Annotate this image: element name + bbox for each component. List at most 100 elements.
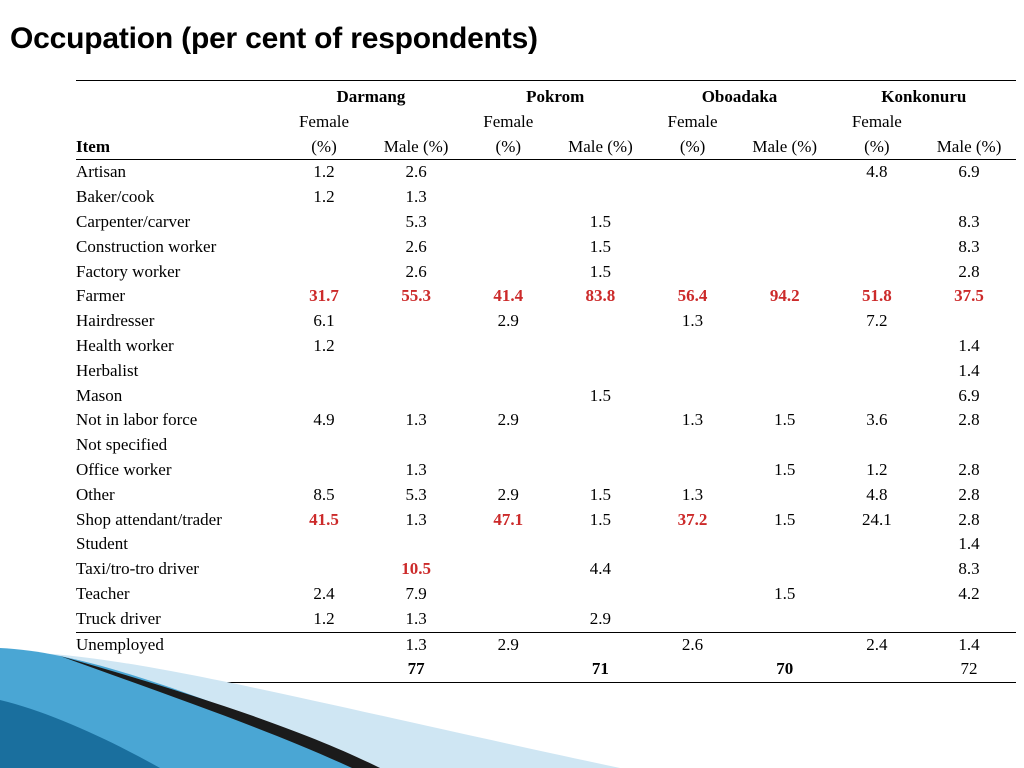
cell-value: 5.3 (405, 484, 427, 504)
cell-value: 2.9 (497, 484, 519, 504)
cell-value: 2.9 (497, 311, 519, 331)
cell-value: 3.6 (866, 410, 888, 430)
female-percent-label: (%) (647, 134, 738, 161)
cell-value: 8.3 (958, 236, 980, 256)
value-cell: 37.2 (647, 508, 737, 533)
cell-value: 1.3 (405, 608, 427, 628)
value-cell: 2.9 (463, 309, 553, 334)
value-cell: 6.9 (922, 160, 1016, 185)
value-cell (278, 631, 370, 658)
table-row: Taxi/tro-tro driver 10.5 4.4 8.3 (76, 557, 1016, 582)
cell-value: 2.6 (681, 634, 704, 654)
cell-value: 4.8 (866, 484, 888, 504)
value-cell: 8.3 (922, 210, 1016, 235)
highlighted-value: 56.4 (677, 286, 708, 306)
row-item-label: Teacher (76, 583, 130, 603)
male-percent-label: Male (%) (553, 134, 648, 161)
table-row: Office worker 1.3 1.5 1.2 2.8 (76, 458, 1016, 483)
cell-value: 2.6 (405, 162, 427, 182)
highlighted-value: 94.2 (769, 286, 800, 306)
value-cell: 2.6 (647, 631, 738, 658)
cell-value: 7.2 (866, 311, 888, 331)
table-row: Baker/cook 1.2 1.3 (76, 185, 1016, 210)
gender-header-row-2: Item (%) Male (%) (%) Male (%) (%) Male … (76, 134, 1016, 161)
value-cell: 8.3 (922, 235, 1016, 260)
cell-value: 2.9 (589, 608, 612, 628)
female-header-label: Female (667, 111, 718, 131)
value-cell: 51.8 (832, 284, 922, 309)
value-cell: 1.5 (553, 483, 647, 508)
cell-value: 1.5 (589, 509, 612, 529)
value-cell: 3.6 (832, 408, 922, 433)
table-body: Artisan 1.2 2.6 4.8 6.9 Baker/cook 1.2 1.3 Carpe… (76, 160, 1016, 684)
male-percent-label: Male (%) (737, 134, 832, 161)
cell-value: 4.4 (589, 559, 612, 579)
row-item-label: Truck driver (76, 608, 161, 628)
cell-value: 1.4 (958, 534, 980, 554)
value-cell: 94.2 (738, 284, 832, 309)
highlighted-value: 83.8 (585, 286, 616, 306)
row-item-label: Herbalist (76, 360, 139, 380)
value-cell: 55.3 (369, 284, 463, 309)
value-cell: 83.8 (553, 284, 647, 309)
cell-value: 1.3 (681, 311, 704, 331)
region-header-konkonuru: Konkonuru (831, 79, 1016, 110)
cell-value: 8.3 (958, 211, 980, 231)
table-row: Hairdresser 6.1 2.9 1.3 7.2 (76, 309, 1016, 334)
occupation-table: Darmang Pokrom Oboadaka Konkonuru Female… (76, 79, 1016, 684)
cell-value: 24.1 (861, 509, 892, 529)
value-cell: 2.9 (463, 408, 553, 433)
cell-value: 8.5 (313, 484, 335, 504)
cell-value: 1.5 (589, 236, 612, 256)
female-percent-label: (%) (463, 134, 554, 161)
highlighted-value: 41.4 (493, 286, 524, 306)
value-cell: 7.2 (832, 309, 922, 334)
total-row: Total77717072 (76, 657, 1016, 684)
cell-value: 1.5 (589, 261, 612, 281)
value-cell: 1.4 (922, 631, 1016, 658)
cell-value: 1.2 (313, 187, 335, 207)
value-cell: 2.9 (463, 483, 553, 508)
cell-value: 2.8 (958, 484, 980, 504)
cell-value: 1.4 (958, 360, 980, 380)
item-column-header: Item (76, 134, 279, 161)
row-item-label: Not in labor force (76, 410, 198, 430)
value-cell: 5.3 (369, 483, 463, 508)
cell-value: 6.9 (958, 162, 980, 182)
cell-value: 1.3 (405, 509, 427, 529)
cell-value: 1.5 (774, 410, 796, 430)
cell-value: 1.5 (774, 583, 796, 603)
value-cell: 8.5 (279, 483, 369, 508)
value-cell: 1.5 (553, 235, 647, 260)
value-cell: 2.6 (369, 160, 463, 185)
value-cell: 1.4 (922, 532, 1016, 557)
cell-value: 1.5 (589, 484, 612, 504)
table-row: Shop attendant/trader 41.5 1.3 47.1 1.5 37.2 1… (76, 508, 1016, 533)
value-cell: 24.1 (832, 508, 922, 533)
table-row: Truck driver 1.2 1.3 2.9 (76, 607, 1016, 632)
value-cell: 1.5 (738, 408, 832, 433)
cell-value: 6.1 (313, 311, 335, 331)
value-cell: 2.6 (369, 235, 463, 260)
cell-value: 2.8 (958, 261, 980, 281)
cell-value: 2.9 (497, 410, 519, 430)
value-cell: 2.8 (922, 458, 1016, 483)
value-cell: 56.4 (647, 284, 737, 309)
cell-value: 1.3 (405, 187, 427, 207)
value-cell: 2.9 (463, 631, 554, 658)
table-row: Mason 1.5 6.9 (76, 384, 1016, 409)
table-row: Carpenter/carver 5.3 1.5 8.3 (76, 210, 1016, 235)
region-header-darmang: Darmang (278, 79, 464, 110)
table-row: Teacher 2.4 7.9 1.5 4.2 (76, 582, 1016, 607)
table-row: Factory worker 2.6 1.5 2.8 (76, 260, 1016, 285)
female-header-label: Female (483, 111, 534, 131)
value-cell: 1.5 (553, 508, 647, 533)
swoosh-dark-stroke (60, 656, 380, 768)
highlighted-value: 37.2 (677, 509, 708, 529)
swoosh-deep-band (0, 700, 160, 768)
value-cell: 41.4 (463, 284, 553, 309)
male-percent-label: Male (%) (369, 134, 464, 161)
cell-value: 1.5 (774, 509, 796, 529)
value-cell: 1.2 (279, 607, 369, 632)
